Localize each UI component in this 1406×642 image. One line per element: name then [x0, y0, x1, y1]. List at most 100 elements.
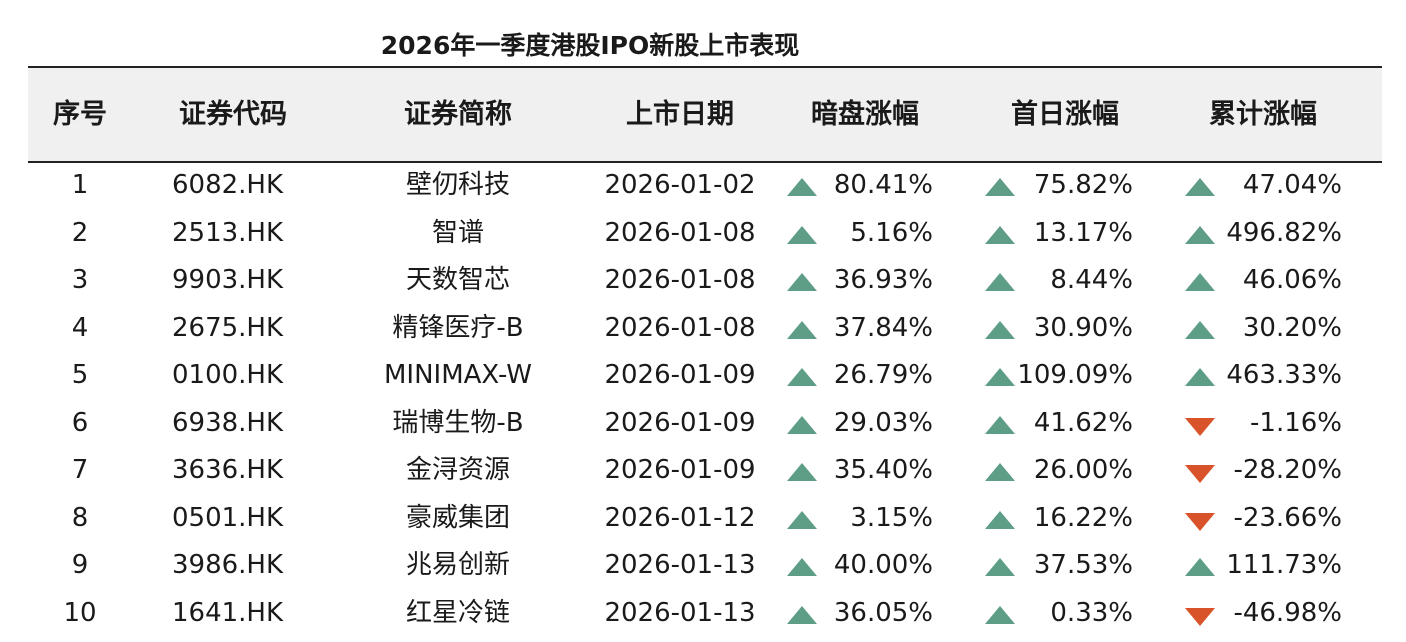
triangle-up-icon [787, 320, 817, 339]
first-day-change-value: 0.33% [1050, 597, 1133, 628]
first-day-change-value: 13.17% [1033, 217, 1133, 248]
cell-date: 2026-01-02 [604, 170, 756, 200]
cell-index: 1 [71, 170, 89, 200]
cell-code: 2513.HK [172, 217, 284, 248]
dark-pool-change-value: 5.16% [850, 217, 933, 248]
triangle-up-icon [787, 178, 817, 196]
cell-index: 7 [71, 455, 89, 485]
first-day-change-value: 109.09% [1017, 360, 1133, 390]
header-first-day-change: 首日涨幅 [1011, 99, 1119, 130]
dark-pool-change-value: 40.00% [833, 550, 933, 580]
cell-dark-pool-change: 40.00% [787, 542, 933, 590]
cumulative-change-value: 496.82% [1226, 217, 1342, 248]
cell-dark-pool-change: 26.79% [787, 352, 933, 400]
cell-cumulative-change: 46.06% [1185, 257, 1342, 305]
cell-index: 6 [71, 407, 89, 438]
first-day-change-value: 30.90% [1033, 312, 1133, 343]
dark-pool-change-value: 3.15% [850, 502, 933, 533]
triangle-up-icon [787, 463, 817, 481]
triangle-up-icon [1185, 225, 1215, 244]
cell-date: 2026-01-09 [604, 407, 756, 438]
header-dark-pool-change: 暗盘涨幅 [811, 99, 919, 130]
first-day-change-value: 37.53% [1033, 550, 1133, 580]
cell-name: MINIMAX-W [384, 360, 532, 390]
cell-first-day-change: 75.82% [985, 162, 1133, 210]
first-day-change-value: 26.00% [1033, 455, 1133, 485]
cumulative-change-value: 111.73% [1226, 550, 1342, 580]
cumulative-change-value: 46.06% [1242, 265, 1342, 295]
cell-cumulative-change: 463.33% [1185, 352, 1342, 400]
cell-date: 2026-01-13 [604, 550, 756, 580]
triangle-up-icon [985, 463, 1015, 481]
triangle-down-icon [1185, 417, 1215, 436]
cell-name: 兆易创新 [405, 550, 510, 580]
cumulative-change-value: -1.16% [1250, 407, 1342, 438]
cell-first-day-change: 109.09% [985, 352, 1133, 400]
table-row: 9 3986.HK 兆易创新 2026-01-13 40.00% 37.53% 111… [28, 542, 1382, 590]
cell-dark-pool-change: 5.16% [787, 210, 933, 258]
cell-cumulative-change: -46.98% [1185, 590, 1342, 638]
cell-date: 2026-01-08 [604, 265, 756, 295]
cell-cumulative-change: -23.66% [1185, 495, 1342, 543]
cell-cumulative-change: -1.16% [1185, 400, 1342, 448]
table-row: 3 9903.HK 天数智芯 2026-01-08 36.93% 8.44% 46.0… [28, 257, 1382, 305]
triangle-down-icon [1185, 512, 1215, 531]
cell-code: 6938.HK [172, 407, 284, 438]
triangle-down-icon [1185, 465, 1215, 483]
table-row: 10 1641.HK 红星冷链 2026-01-13 36.05% 0.33% -46… [28, 590, 1382, 638]
table-row: 7 3636.HK 金浔资源 2026-01-09 35.40% 26.00% -28… [28, 447, 1382, 495]
triangle-up-icon [985, 415, 1015, 434]
cell-cumulative-change: 47.04% [1185, 162, 1342, 210]
dark-pool-change-value: 29.03% [833, 407, 933, 438]
cell-cumulative-change: -28.20% [1185, 447, 1342, 495]
cell-name: 瑞博生物-B [392, 407, 524, 438]
cell-dark-pool-change: 3.15% [787, 495, 933, 543]
first-day-change-value: 16.22% [1033, 502, 1133, 533]
cell-name: 壁仞科技 [405, 170, 510, 200]
triangle-up-icon [985, 225, 1015, 244]
cell-first-day-change: 8.44% [985, 257, 1133, 305]
cell-first-day-change: 37.53% [985, 542, 1133, 590]
cell-code: 9903.HK [172, 265, 284, 295]
dark-pool-change-value: 26.79% [833, 360, 933, 390]
triangle-up-icon [985, 273, 1015, 291]
cell-name: 豪威集团 [405, 502, 510, 533]
cell-date: 2026-01-08 [604, 217, 756, 248]
cell-dark-pool-change: 37.84% [787, 305, 933, 353]
cell-code: 6082.HK [172, 170, 284, 200]
cell-index: 4 [71, 312, 89, 343]
cell-cumulative-change: 111.73% [1185, 542, 1342, 590]
triangle-up-icon [1185, 320, 1215, 339]
first-day-change-value: 75.82% [1033, 170, 1133, 200]
cumulative-change-value: -28.20% [1233, 455, 1342, 485]
cell-index: 10 [63, 597, 97, 628]
cell-dark-pool-change: 35.40% [787, 447, 933, 495]
triangle-down-icon [1185, 607, 1215, 626]
triangle-up-icon [787, 558, 817, 576]
first-day-change-value: 8.44% [1050, 265, 1133, 295]
triangle-up-icon [1185, 558, 1215, 576]
cell-dark-pool-change: 29.03% [787, 400, 933, 448]
cumulative-change-value: 47.04% [1242, 170, 1342, 200]
triangle-up-icon [787, 273, 817, 291]
cell-name: 天数智芯 [405, 265, 510, 295]
triangle-up-icon [1185, 368, 1215, 386]
cell-dark-pool-change: 36.05% [787, 590, 933, 638]
cell-index: 9 [71, 550, 89, 580]
first-day-change-value: 41.62% [1033, 407, 1133, 438]
cell-date: 2026-01-13 [604, 597, 756, 628]
triangle-up-icon [1185, 273, 1215, 291]
cell-code: 2675.HK [172, 312, 284, 343]
cell-date: 2026-01-09 [604, 455, 756, 485]
table-row: 8 0501.HK 豪威集团 2026-01-12 3.15% 16.22% -23.… [28, 495, 1382, 543]
dark-pool-change-value: 35.40% [833, 455, 933, 485]
table-row: 6 6938.HK 瑞博生物-B 2026-01-09 29.03% 41.62% -… [28, 400, 1382, 448]
cell-code: 0100.HK [172, 360, 284, 390]
triangle-up-icon [787, 510, 817, 529]
table-row: 1 6082.HK 壁仞科技 2026-01-02 80.41% 75.82% 47.… [28, 162, 1382, 210]
dark-pool-change-value: 80.41% [833, 170, 933, 200]
cell-first-day-change: 0.33% [985, 590, 1133, 638]
cell-name: 精锋医疗-B [392, 312, 524, 343]
cell-first-day-change: 41.62% [985, 400, 1133, 448]
triangle-up-icon [985, 510, 1015, 529]
